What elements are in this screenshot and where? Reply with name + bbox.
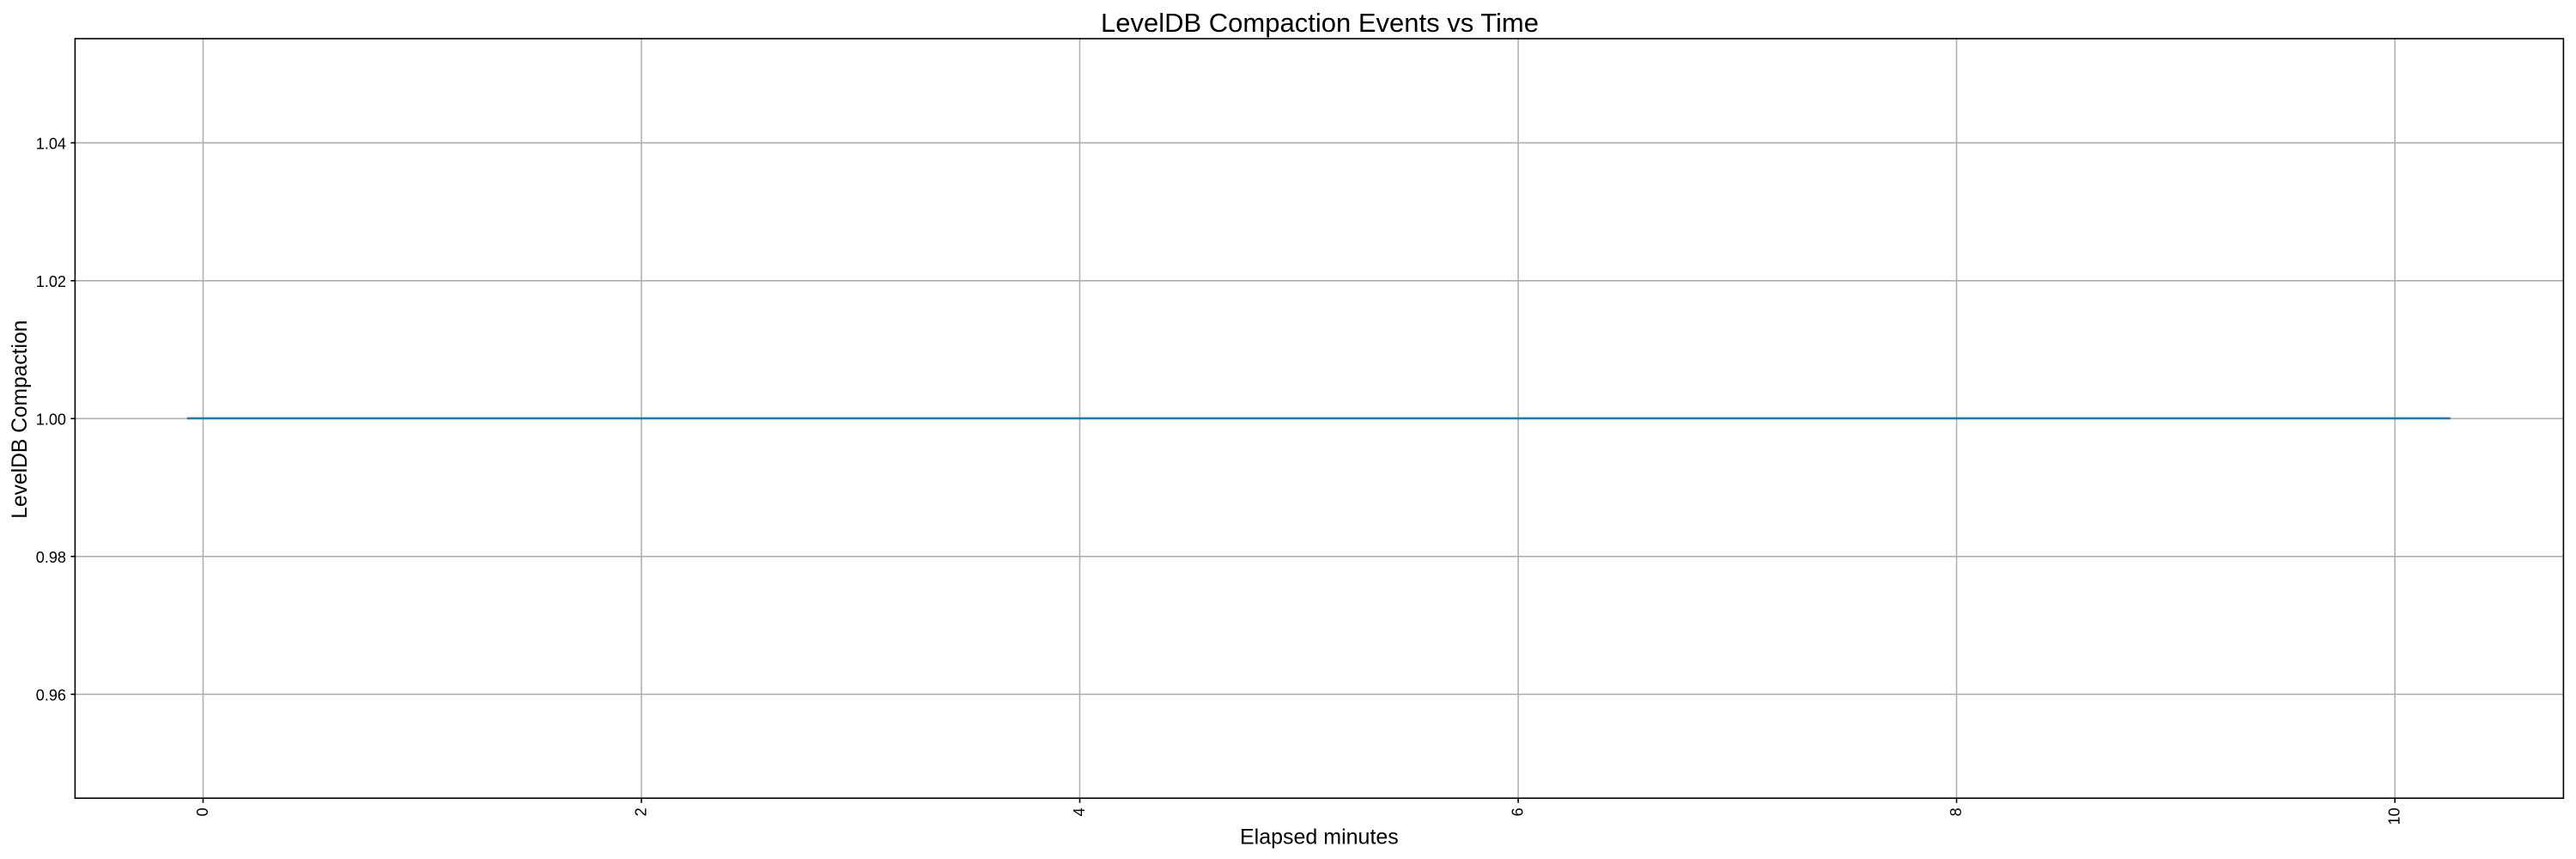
svg-text:2: 2 [632,807,649,816]
svg-text:1.02: 1.02 [36,273,66,290]
svg-text:0: 0 [194,807,211,816]
svg-text:0.98: 0.98 [36,549,66,566]
svg-text:LevelDB Compaction Events vs T: LevelDB Compaction Events vs Time [1101,8,1539,38]
svg-text:6: 6 [1510,807,1527,816]
svg-text:LevelDB Compaction: LevelDB Compaction [9,320,32,519]
svg-text:0.96: 0.96 [36,687,66,704]
svg-text:Elapsed minutes: Elapsed minutes [1240,825,1399,849]
svg-text:4: 4 [1071,807,1088,816]
svg-text:1.00: 1.00 [36,411,66,429]
svg-text:1.04: 1.04 [36,136,66,153]
svg-text:10: 10 [2386,807,2403,825]
svg-text:8: 8 [1947,807,1965,816]
